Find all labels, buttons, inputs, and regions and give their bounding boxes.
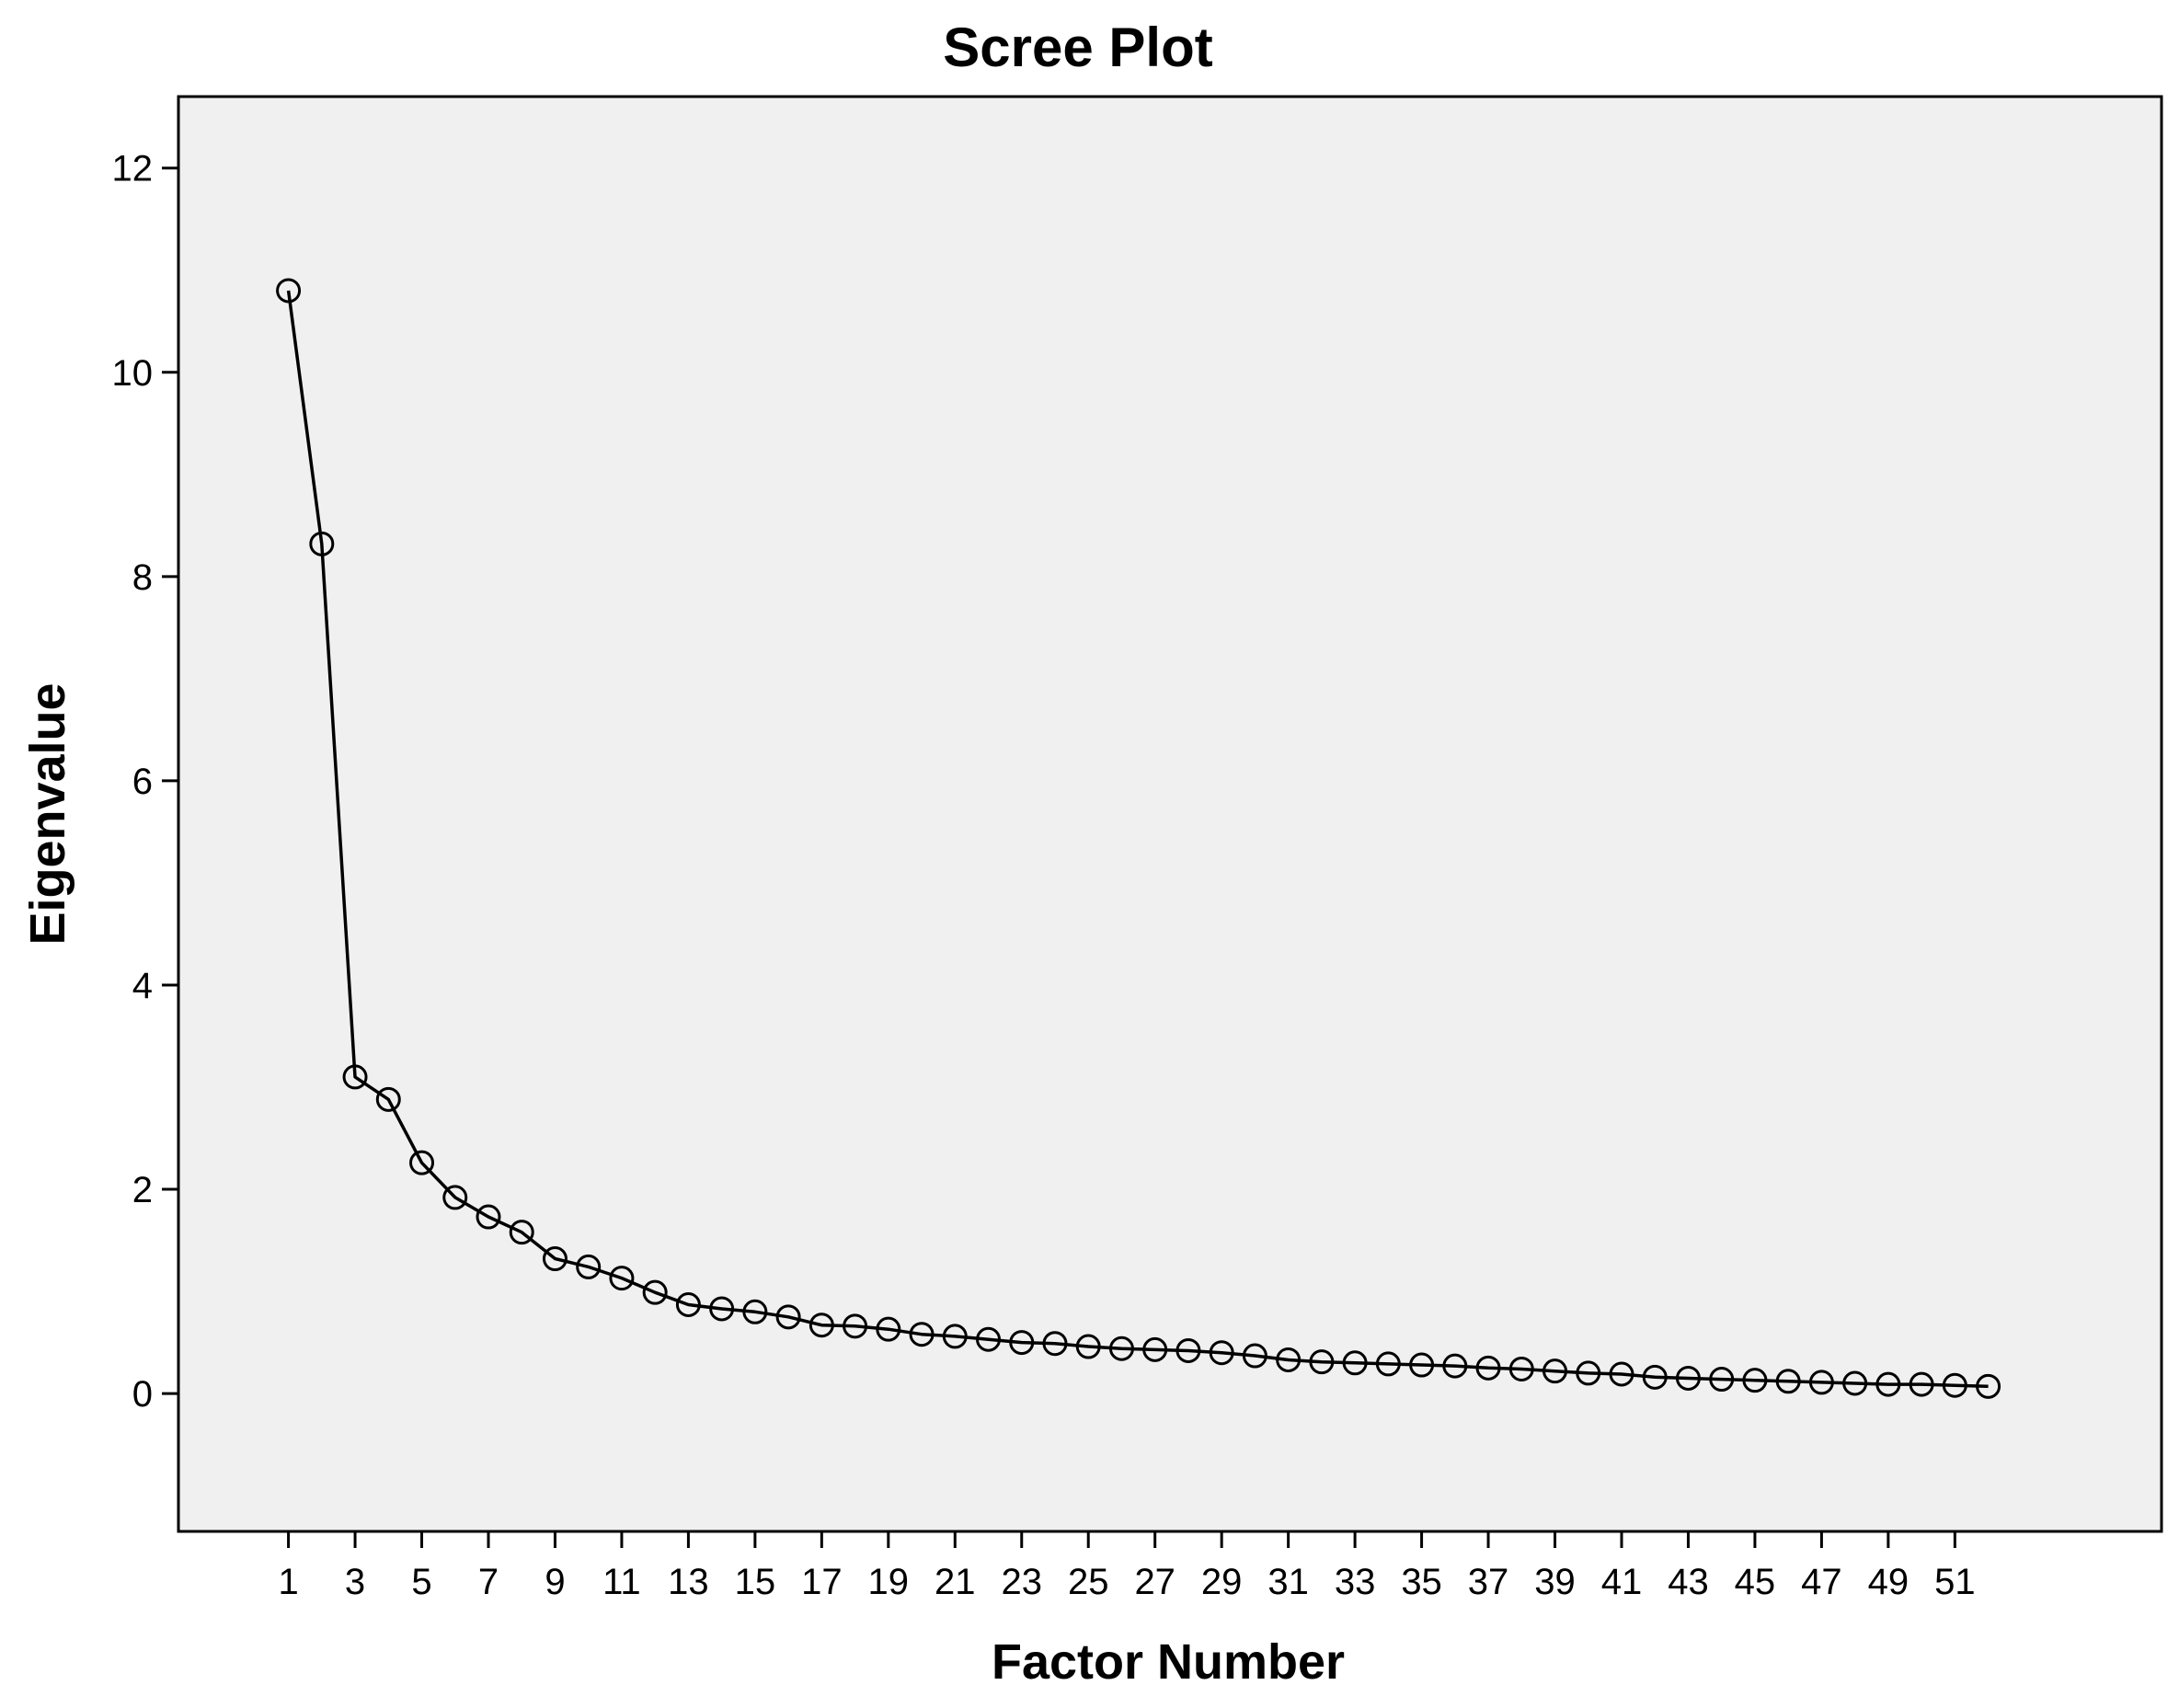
y-tick-label: 10 — [112, 353, 154, 394]
data-point — [1842, 1370, 1868, 1396]
x-tick-label: 5 — [411, 1562, 431, 1602]
y-tick-label: 4 — [132, 966, 153, 1006]
data-point — [1042, 1331, 1068, 1357]
data-point — [309, 531, 335, 556]
data-point — [1108, 1335, 1134, 1361]
x-tick-label: 19 — [868, 1562, 910, 1602]
x-tick-label: 1 — [278, 1562, 298, 1602]
data-point — [942, 1324, 968, 1349]
data-point — [1675, 1365, 1701, 1391]
x-tick-label: 35 — [1401, 1562, 1442, 1602]
data-point — [1775, 1369, 1801, 1394]
data-point — [442, 1185, 468, 1210]
data-point — [409, 1150, 435, 1175]
x-tick-label: 37 — [1468, 1562, 1509, 1602]
x-axis-label: Factor Number — [992, 1634, 1345, 1690]
data-point — [1309, 1349, 1335, 1375]
x-tick-label: 9 — [545, 1562, 565, 1602]
data-point — [775, 1304, 801, 1330]
data-point — [642, 1279, 668, 1305]
x-tick-label: 15 — [735, 1562, 776, 1602]
x-tick-label: 13 — [668, 1562, 709, 1602]
data-point — [843, 1313, 868, 1339]
x-tick-label: 45 — [1735, 1562, 1776, 1602]
data-point — [1742, 1368, 1768, 1393]
x-tick-label: 21 — [935, 1562, 976, 1602]
x-tick-label: 49 — [1868, 1562, 1909, 1602]
data-point — [742, 1299, 768, 1324]
data-point — [509, 1220, 534, 1245]
x-tick-label: 31 — [1267, 1562, 1309, 1602]
data-point — [476, 1204, 501, 1230]
data-point — [1576, 1360, 1601, 1386]
x-tick-label: 17 — [801, 1562, 843, 1602]
data-point — [1142, 1336, 1168, 1362]
y-tick-label: 2 — [132, 1170, 153, 1210]
y-tick-label: 0 — [132, 1374, 153, 1415]
data-point — [609, 1266, 635, 1291]
series-line — [286, 290, 1989, 1389]
data-point — [1642, 1364, 1668, 1390]
data-point — [1375, 1351, 1401, 1377]
data-point — [809, 1313, 834, 1338]
data-point — [1176, 1337, 1201, 1363]
data-point — [876, 1316, 901, 1342]
data-point — [542, 1246, 568, 1272]
x-tick-label: 39 — [1534, 1562, 1576, 1602]
y-axis-label: Eigenvalue — [20, 682, 75, 945]
data-point — [1442, 1353, 1468, 1379]
x-tick-label: 33 — [1335, 1562, 1376, 1602]
data-point — [1475, 1355, 1501, 1381]
data-point — [276, 278, 302, 304]
y-tick-label: 12 — [112, 149, 154, 189]
data-point — [1209, 1340, 1234, 1366]
data-point — [1342, 1350, 1368, 1376]
data-point — [375, 1086, 401, 1112]
x-tick-label: 47 — [1801, 1562, 1842, 1602]
data-point — [1075, 1334, 1101, 1359]
data-point — [1409, 1352, 1435, 1378]
x-tick-label: 25 — [1068, 1562, 1109, 1602]
data-point — [909, 1322, 935, 1347]
data-point — [576, 1254, 602, 1279]
x-axis: 1 3 5 7 9 11 13 15 17 19 21 23 25 27 29 31 33 35 37 39 41 43 4… — [278, 1531, 1976, 1602]
data-point — [1009, 1330, 1035, 1356]
plot-area — [177, 95, 2163, 1533]
chart-title: Scree Plot — [943, 17, 1212, 78]
series-layer — [276, 278, 2001, 1399]
data-point — [1909, 1371, 1934, 1397]
data-point — [1276, 1347, 1302, 1372]
data-point — [1942, 1372, 1967, 1398]
data-point — [1543, 1358, 1568, 1384]
data-point — [1242, 1343, 1267, 1369]
x-tick-label: 11 — [602, 1562, 641, 1602]
x-tick-label: 41 — [1601, 1562, 1643, 1602]
y-axis: 0 2 4 6 8 10 12 — [112, 149, 178, 1415]
x-tick-label: 27 — [1134, 1562, 1176, 1602]
x-tick-label: 29 — [1201, 1562, 1243, 1602]
data-point — [675, 1292, 701, 1318]
data-point — [1875, 1371, 1901, 1397]
data-point — [1808, 1370, 1834, 1395]
data-point — [1609, 1361, 1634, 1387]
data-point — [342, 1064, 368, 1090]
x-tick-label: 51 — [1934, 1562, 1976, 1602]
x-tick-label: 7 — [478, 1562, 499, 1602]
data-point — [709, 1296, 735, 1322]
x-tick-label: 43 — [1668, 1562, 1709, 1602]
y-tick-label: 8 — [132, 557, 153, 598]
data-point — [1709, 1367, 1735, 1393]
x-tick-label: 3 — [345, 1562, 365, 1602]
y-tick-label: 6 — [132, 762, 153, 802]
data-point — [976, 1326, 1002, 1352]
data-point — [1508, 1356, 1534, 1381]
data-point — [1976, 1373, 2001, 1399]
x-tick-label: 23 — [1002, 1562, 1043, 1602]
